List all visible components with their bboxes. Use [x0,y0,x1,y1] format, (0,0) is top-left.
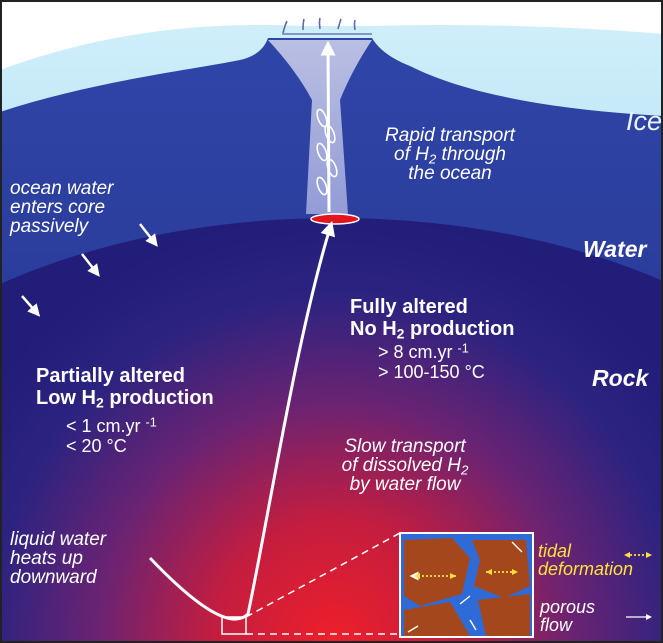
ocean-inflow-label: ocean water enters core passively [10,178,114,237]
fully-altered-block: Fully altered No H2 production > 8 cm.yr… [350,296,515,382]
zoom-lines [245,532,401,635]
inset-panel [399,532,534,638]
legend-tidal-label: tidal deformation [538,541,634,579]
ice-layer-label: Ice [626,106,663,136]
zoom-source-box [221,616,247,635]
heating-label: liquid water heats up downward [10,529,107,588]
seafloor-vent [310,213,360,225]
rock-layer-label: Rock [592,365,649,391]
plume-arrow [320,40,336,213]
slow-transport-label: Slow transport of dissolved H2 by water … [341,436,469,495]
flow-path [148,220,336,621]
rapid-transport-label: Rapid transport of H2 through the ocean [385,125,515,184]
inflow-arrows [21,223,158,317]
legend-porous-label: porous flow [540,597,596,635]
water-layer-label: Water [583,236,647,262]
partially-altered-block: Partially altered Low H2 production < 1 … [36,365,214,456]
plume-column [268,40,372,214]
surface-cracks [282,17,372,35]
legend-flow-arrow [626,614,652,620]
legend-tidal-arrow [624,552,652,558]
